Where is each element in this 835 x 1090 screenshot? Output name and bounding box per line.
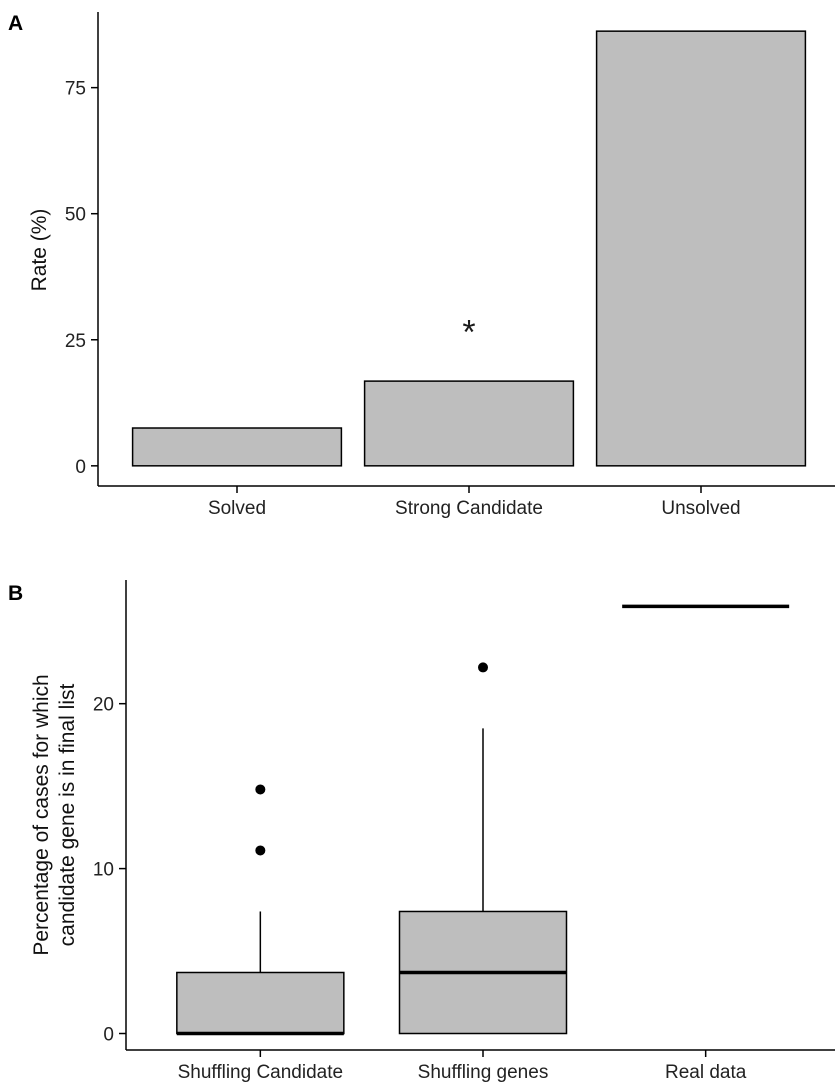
outlier-shuffling-genes-0 xyxy=(478,662,488,673)
outlier-shuffling-candidate-0 xyxy=(255,845,266,856)
x-tick-label-unsolved: Unsolved xyxy=(661,498,740,519)
x-tick-label-real-data: Real data xyxy=(665,1062,747,1083)
bar-solved xyxy=(131,427,343,467)
x-ticks-b: Shuffling Candidate Shuffling genes Real d… xyxy=(178,1050,747,1083)
annotations-a: * xyxy=(462,314,475,352)
y-ticks-a: 0 25 50 75 xyxy=(65,79,98,478)
x-tick-label-shuffling-genes: Shuffling genes xyxy=(418,1062,549,1083)
y-tick-label-75: 75 xyxy=(65,79,86,100)
y-axis-title-b-line2: candidate gene is in final list xyxy=(56,684,79,947)
y-tick-label-20: 20 xyxy=(93,695,114,716)
y-ticks-b: 0 10 20 xyxy=(93,695,126,1046)
panel-b: B Percentage of cases for which candidat… xyxy=(8,580,835,1083)
annotation-asterisk: * xyxy=(462,314,475,352)
y-tick-label-25: 25 xyxy=(65,331,86,352)
box-shuffling-candidate xyxy=(176,971,345,1035)
y-tick-label-0: 0 xyxy=(75,457,86,478)
bar-strong-candidate xyxy=(363,380,575,467)
panel-label-b: B xyxy=(8,582,23,605)
panel-label-a: A xyxy=(8,12,23,35)
y-tick-label-10: 10 xyxy=(93,860,114,881)
x-tick-label-strong-candidate: Strong Candidate xyxy=(395,498,543,519)
boxes-b xyxy=(176,604,790,1036)
x-tick-label-shuffling-candidate: Shuffling Candidate xyxy=(178,1062,344,1083)
bars-a xyxy=(131,30,807,467)
y-axis-title-a: Rate (%) xyxy=(28,209,51,292)
panel-a: A Rate (%) 0 25 50 75 Solved Strong Candidat… xyxy=(8,12,835,519)
y-tick-label-50: 50 xyxy=(65,205,86,226)
outlier-shuffling-candidate-1 xyxy=(255,784,266,795)
x-tick-label-solved: Solved xyxy=(208,498,266,519)
x-ticks-a: Solved Strong Candidate Unsolved xyxy=(208,486,741,519)
y-tick-label-0: 0 xyxy=(103,1025,114,1046)
bar-unsolved xyxy=(595,30,807,467)
y-axis-title-b-line1: Percentage of cases for which xyxy=(30,674,53,955)
